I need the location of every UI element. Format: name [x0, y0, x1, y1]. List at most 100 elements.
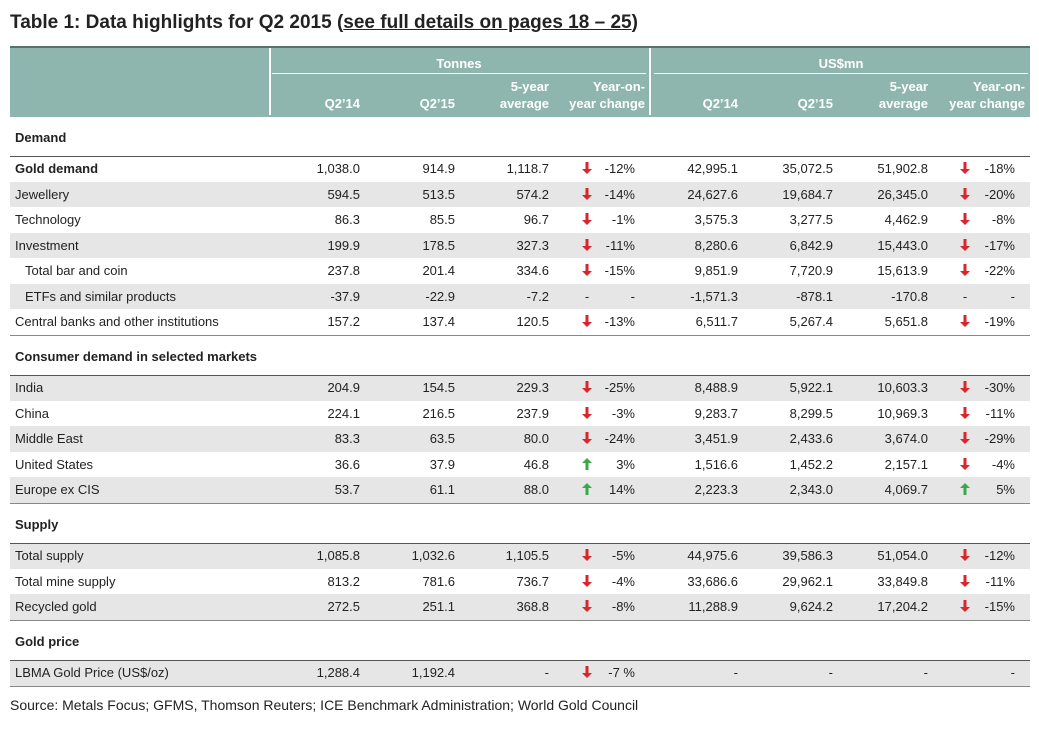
- row-label: Central banks and other institutions: [15, 314, 219, 329]
- title-text: ): [631, 12, 638, 33]
- yoy-change: -1%: [611, 212, 635, 227]
- yoy-change: 14%: [608, 482, 635, 497]
- cell-value: -7.2: [526, 288, 549, 304]
- row-label: China: [15, 405, 49, 421]
- arrow-icon: [582, 432, 592, 444]
- trend-arrow: [581, 406, 593, 425]
- cell-value: 1,452.2: [789, 456, 833, 472]
- trend-arrow: [581, 482, 593, 501]
- arrow-icon: [960, 432, 970, 444]
- section-title: Supply: [15, 517, 59, 532]
- trend-arrow: [581, 431, 593, 450]
- yoy-change: -25%: [604, 380, 635, 395]
- arrow-icon: [582, 483, 592, 495]
- trend-arrow: [581, 263, 593, 282]
- arrow-icon: [960, 213, 970, 225]
- cell-value: 51,054.0: [877, 548, 928, 563]
- yoy-change: -15%: [604, 263, 635, 278]
- cell-value: -37.9: [330, 288, 360, 304]
- yoy-change: -17%: [984, 237, 1015, 253]
- yoy-change: -: [1010, 288, 1015, 304]
- arrow-icon: [960, 264, 970, 276]
- cell-value: 6,511.7: [695, 314, 738, 329]
- arrow-icon: [582, 406, 592, 419]
- cell-value: 86.3: [334, 212, 360, 227]
- row-label: Total bar and coin: [25, 263, 128, 278]
- cell-value: 8,488.9: [694, 380, 738, 395]
- section-rule: [10, 619, 1030, 621]
- row-bg: [10, 232, 1030, 259]
- trend-arrow: [581, 574, 593, 593]
- yoy-change: -4%: [991, 456, 1015, 472]
- row-label: Gold demand: [15, 161, 99, 176]
- row-bg: [10, 400, 1030, 427]
- arrow-icon: [960, 162, 970, 174]
- yoy-change: -3%: [611, 405, 635, 421]
- row-label: Investment: [15, 237, 79, 253]
- cell-value: 8,299.5: [789, 405, 833, 421]
- cell-value: 3,451.9: [694, 431, 738, 446]
- row-bg: [10, 660, 1030, 686]
- cell-value: 137.4: [422, 314, 455, 329]
- arrow-icon: [582, 162, 592, 174]
- cell-value: -: [923, 665, 928, 680]
- trend-arrow: [581, 314, 593, 333]
- cell-value: 1,288.4: [316, 665, 360, 680]
- yoy-change: -8%: [991, 212, 1015, 227]
- column-header: Q2’14: [324, 96, 360, 111]
- cell-value: 88.0: [523, 482, 549, 497]
- title-text: Table 1: Data highlights for Q2 2015 (: [10, 12, 344, 33]
- cell-value: -: [733, 665, 738, 680]
- cell-value: 272.5: [327, 599, 360, 614]
- trend-arrow: [581, 599, 593, 618]
- cell-value: 5,651.8: [884, 314, 928, 329]
- yoy-change: -14%: [604, 186, 635, 202]
- cell-value: 46.8: [523, 456, 549, 472]
- cell-value: 17,204.2: [877, 599, 928, 614]
- cell-value: 37.9: [429, 456, 455, 472]
- cell-value: 5,922.1: [789, 380, 833, 395]
- arrow-icon: [582, 549, 592, 561]
- cell-value: 3,674.0: [884, 431, 928, 446]
- row-bg: [10, 283, 1030, 310]
- yoy-change: -: [630, 288, 635, 304]
- cell-value: 1,516.6: [694, 456, 738, 472]
- yoy-change: -29%: [984, 431, 1015, 446]
- cell-value: -170.8: [891, 288, 928, 304]
- cell-value: 513.5: [422, 186, 455, 202]
- cell-value: 42,995.1: [687, 161, 738, 176]
- column-header: Year-on- year change: [949, 79, 1025, 111]
- cell-value: 2,223.3: [694, 482, 738, 497]
- cell-value: -: [828, 665, 833, 680]
- yoy-change: -24%: [604, 431, 635, 446]
- trend-arrow: [581, 665, 593, 684]
- cell-value: 334.6: [516, 263, 549, 278]
- trend-arrow: [959, 406, 971, 425]
- cell-value: 2,343.0: [789, 482, 833, 497]
- cell-value: 201.4: [422, 263, 455, 278]
- group-header: US$mn: [818, 56, 864, 71]
- cell-value: 6,842.9: [789, 237, 833, 253]
- trend-arrow: [959, 482, 971, 501]
- cell-value: 368.8: [516, 599, 549, 614]
- trend-arrow: [959, 431, 971, 450]
- group-header: Tonnes: [436, 56, 482, 71]
- cell-value: 216.5: [422, 405, 455, 421]
- section-rule: [10, 502, 1030, 504]
- details-link[interactable]: see full details on pages 18 – 25: [343, 12, 632, 33]
- cell-value: 154.5: [422, 380, 455, 395]
- cell-value: 9,624.2: [789, 599, 833, 614]
- divider: [649, 48, 651, 115]
- cell-value: 63.5: [429, 431, 455, 446]
- row-bg: [10, 181, 1030, 208]
- cell-value: 7,720.9: [789, 263, 833, 278]
- source: Source: Metals Focus; GFMS, Thomson Reut…: [10, 697, 639, 713]
- row-label: Total supply: [15, 548, 84, 563]
- cell-value: 15,443.0: [877, 237, 928, 253]
- cell-value: 3,277.5: [789, 212, 833, 227]
- cell-value: 5,267.4: [789, 314, 833, 329]
- row-label: Technology: [15, 212, 81, 227]
- trend-arrow: [581, 238, 593, 257]
- cell-value: 327.3: [516, 237, 549, 253]
- cell-value: 574.2: [516, 186, 549, 202]
